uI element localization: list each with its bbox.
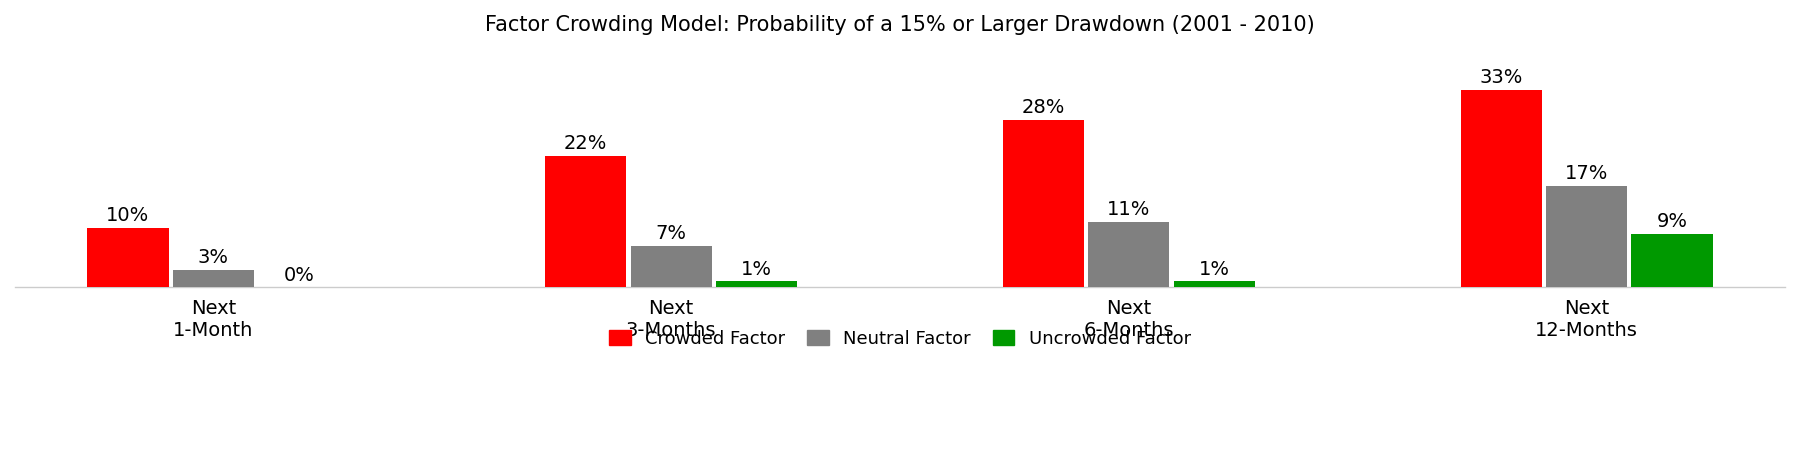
Text: 22%: 22% (563, 134, 607, 153)
Text: 3%: 3% (198, 248, 229, 267)
Text: 11%: 11% (1107, 200, 1150, 219)
Text: 9%: 9% (1656, 212, 1688, 231)
Bar (1631, 233, 1712, 287)
Text: 17%: 17% (1564, 164, 1609, 183)
Text: 0%: 0% (283, 266, 315, 285)
Bar (630, 246, 711, 287)
Text: 1%: 1% (1199, 260, 1229, 279)
Bar (1003, 119, 1084, 287)
Text: 1%: 1% (742, 260, 772, 279)
Text: 10%: 10% (106, 206, 149, 225)
Bar (1089, 221, 1170, 287)
Bar (88, 228, 169, 287)
Legend: Crowded Factor, Neutral Factor, Uncrowded Factor: Crowded Factor, Neutral Factor, Uncrowde… (601, 323, 1199, 355)
Bar (1460, 90, 1543, 287)
Text: 33%: 33% (1480, 68, 1523, 87)
Title: Factor Crowding Model: Probability of a 15% or Larger Drawdown (2001 - 2010): Factor Crowding Model: Probability of a … (486, 15, 1314, 35)
Bar (716, 282, 797, 287)
Text: 28%: 28% (1022, 98, 1066, 117)
Bar (1174, 282, 1255, 287)
Bar (545, 156, 626, 287)
Bar (1546, 185, 1627, 287)
Text: 7%: 7% (655, 224, 686, 243)
Bar (173, 269, 254, 287)
